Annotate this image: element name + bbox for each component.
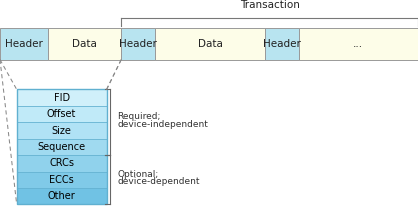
Bar: [17, 89, 107, 204]
Text: FID: FID: [54, 93, 70, 103]
Text: Other: Other: [48, 191, 76, 201]
Bar: [17, 188, 107, 204]
Bar: [0, 28, 48, 60]
Bar: [17, 106, 107, 122]
Text: Sequence: Sequence: [38, 142, 86, 152]
Text: Transaction: Transaction: [240, 0, 300, 10]
Text: Header: Header: [119, 39, 157, 49]
Bar: [48, 28, 121, 60]
Text: Size: Size: [52, 125, 71, 135]
Text: ECCs: ECCs: [49, 175, 74, 185]
Text: ...: ...: [353, 39, 364, 49]
Bar: [17, 122, 107, 139]
Bar: [299, 28, 418, 60]
Text: Offset: Offset: [47, 109, 76, 119]
Bar: [121, 28, 155, 60]
Text: Header: Header: [5, 39, 43, 49]
Text: device-dependent: device-dependent: [117, 177, 200, 186]
Text: Data: Data: [198, 39, 222, 49]
Bar: [265, 28, 299, 60]
Bar: [17, 172, 107, 188]
Bar: [17, 155, 107, 172]
Text: Optional;: Optional;: [117, 170, 159, 179]
Text: Data: Data: [72, 39, 97, 49]
Text: Header: Header: [263, 39, 301, 49]
Text: Required;: Required;: [117, 112, 161, 121]
Text: device-independent: device-independent: [117, 120, 208, 129]
Bar: [17, 139, 107, 155]
Bar: [155, 28, 265, 60]
Text: CRCs: CRCs: [49, 158, 74, 168]
Bar: [17, 89, 107, 106]
